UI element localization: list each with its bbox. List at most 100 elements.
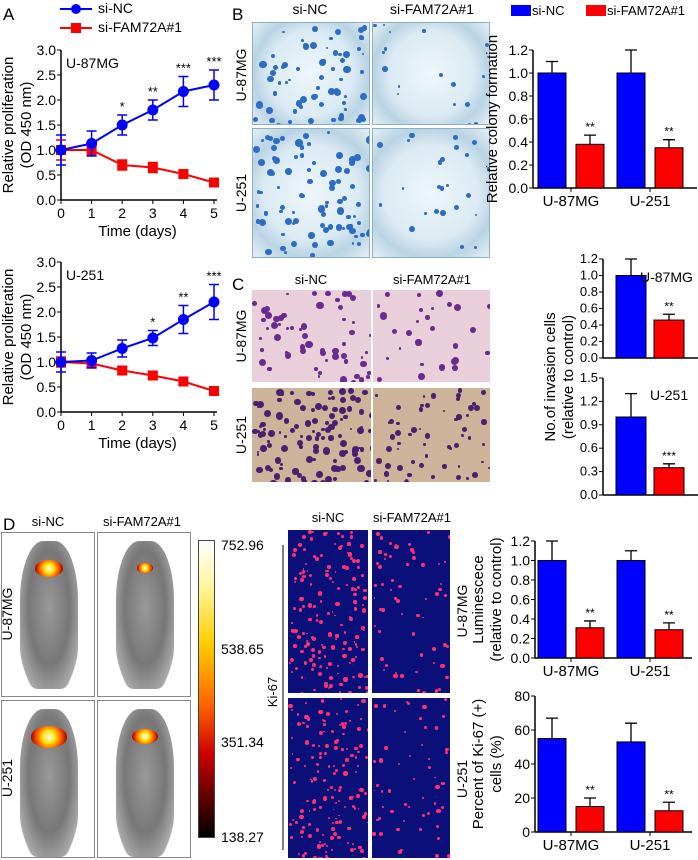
cell-dot xyxy=(422,395,426,398)
y-tick-label: 0.4 xyxy=(509,134,529,150)
cell-dot xyxy=(373,624,376,627)
cell-dot xyxy=(276,412,284,420)
y-tick-label: 0.2 xyxy=(580,334,598,349)
cell-dot xyxy=(307,603,312,608)
cell-dot xyxy=(342,763,346,768)
cell-dot xyxy=(329,633,332,636)
cell-dot xyxy=(280,245,286,252)
data-point xyxy=(177,314,189,325)
cell-dot xyxy=(296,439,304,447)
cell-dot xyxy=(341,565,346,570)
cell-dot xyxy=(452,364,459,371)
cell-dot xyxy=(362,389,368,396)
cell-dot xyxy=(332,832,337,837)
legend-label-si-fam: si-FAM72A#1 xyxy=(607,3,685,18)
cell-dot xyxy=(311,654,316,658)
x-tick-label: U-251 xyxy=(630,193,671,210)
cell-dot xyxy=(298,542,303,547)
y-tick-label: 1.0 xyxy=(580,268,598,283)
cell-dot xyxy=(269,171,275,177)
y-axis-label-line: Relative proliferation xyxy=(0,57,17,194)
cell-dot xyxy=(325,666,329,670)
cell-dot xyxy=(303,765,306,767)
cell-dot xyxy=(281,312,287,319)
cell-dot xyxy=(356,427,364,435)
y-tick-label: 0.3 xyxy=(580,464,598,479)
cell-dot xyxy=(455,474,462,481)
cell-dot xyxy=(310,780,314,783)
cell-dot xyxy=(296,473,303,479)
cell-dot xyxy=(312,417,318,424)
cell-dot xyxy=(326,845,328,848)
cell-dot xyxy=(348,720,351,723)
cell-dot xyxy=(358,743,363,748)
cell-dot xyxy=(317,650,322,654)
cell-dot xyxy=(354,643,358,646)
cell-dot xyxy=(418,462,425,469)
cell-dot xyxy=(327,396,332,401)
cell-dot xyxy=(423,443,426,446)
ki67-u251-si-nc xyxy=(288,698,368,858)
cell-dot xyxy=(306,717,311,721)
cell-dot xyxy=(253,117,259,122)
cell-dot xyxy=(278,431,282,434)
cell-dot xyxy=(407,472,412,478)
cell-dot xyxy=(337,664,340,668)
cell-dot xyxy=(325,200,330,205)
cell-dot xyxy=(341,196,347,202)
y-tick-label: 0.8 xyxy=(509,88,529,104)
cell-dot xyxy=(416,292,422,298)
cell-dot xyxy=(335,28,342,35)
cell-dot xyxy=(309,42,318,50)
cell-dot xyxy=(419,653,424,657)
y-tick-label: 1.0 xyxy=(511,553,531,569)
cell-dot xyxy=(355,656,357,658)
cell-dot xyxy=(267,135,274,142)
cell-dot xyxy=(453,134,459,140)
cell-dot xyxy=(308,810,311,812)
cell-dot xyxy=(397,447,400,450)
cell-dot xyxy=(319,600,323,603)
cell-dot xyxy=(285,477,292,482)
cell-dot xyxy=(300,835,303,838)
cell-dot xyxy=(326,611,330,615)
cell-dot xyxy=(408,432,413,437)
cell-dot xyxy=(380,582,384,586)
cell-dot xyxy=(252,428,258,435)
cell-dot xyxy=(453,144,460,151)
cell-dot xyxy=(311,648,316,653)
cell-dot xyxy=(415,320,420,324)
cell-dot xyxy=(400,848,403,852)
cell-dot xyxy=(416,614,420,618)
cell-dot xyxy=(335,601,340,606)
cell-dot xyxy=(332,808,335,811)
cell-dot xyxy=(382,806,384,808)
cell-dot xyxy=(406,330,413,337)
cell-dot xyxy=(301,38,304,42)
cell-dot xyxy=(335,817,337,820)
column-label: si-FAM72A#1 xyxy=(373,510,451,525)
y-tick-label: 0.2 xyxy=(511,631,531,647)
cell-dot xyxy=(256,466,264,474)
y-axis-label-line: (relative to control) xyxy=(560,315,577,439)
cell-dot xyxy=(468,123,472,124)
cell-dot xyxy=(338,52,342,57)
cell-dot xyxy=(366,374,370,379)
cell-dot xyxy=(292,780,296,785)
cell-dot xyxy=(473,122,478,124)
cell-dot xyxy=(351,795,354,798)
y-tick-label: 0.0 xyxy=(580,350,598,365)
cell-dot xyxy=(306,434,313,441)
cell-dot xyxy=(486,304,490,310)
cell-dot xyxy=(438,587,443,592)
series-line-1 xyxy=(60,361,215,392)
cell-dot xyxy=(398,347,402,350)
cell-dot xyxy=(332,406,338,413)
cell-dot xyxy=(296,713,300,716)
cell-dot xyxy=(348,617,353,622)
cell-dot xyxy=(301,854,306,858)
cell-dot xyxy=(293,580,296,583)
y-tick-label: 0.4 xyxy=(580,317,598,332)
cell-dot xyxy=(438,364,446,371)
y-axis-label: Relative proliferation(OD 450 nm) xyxy=(0,269,35,406)
